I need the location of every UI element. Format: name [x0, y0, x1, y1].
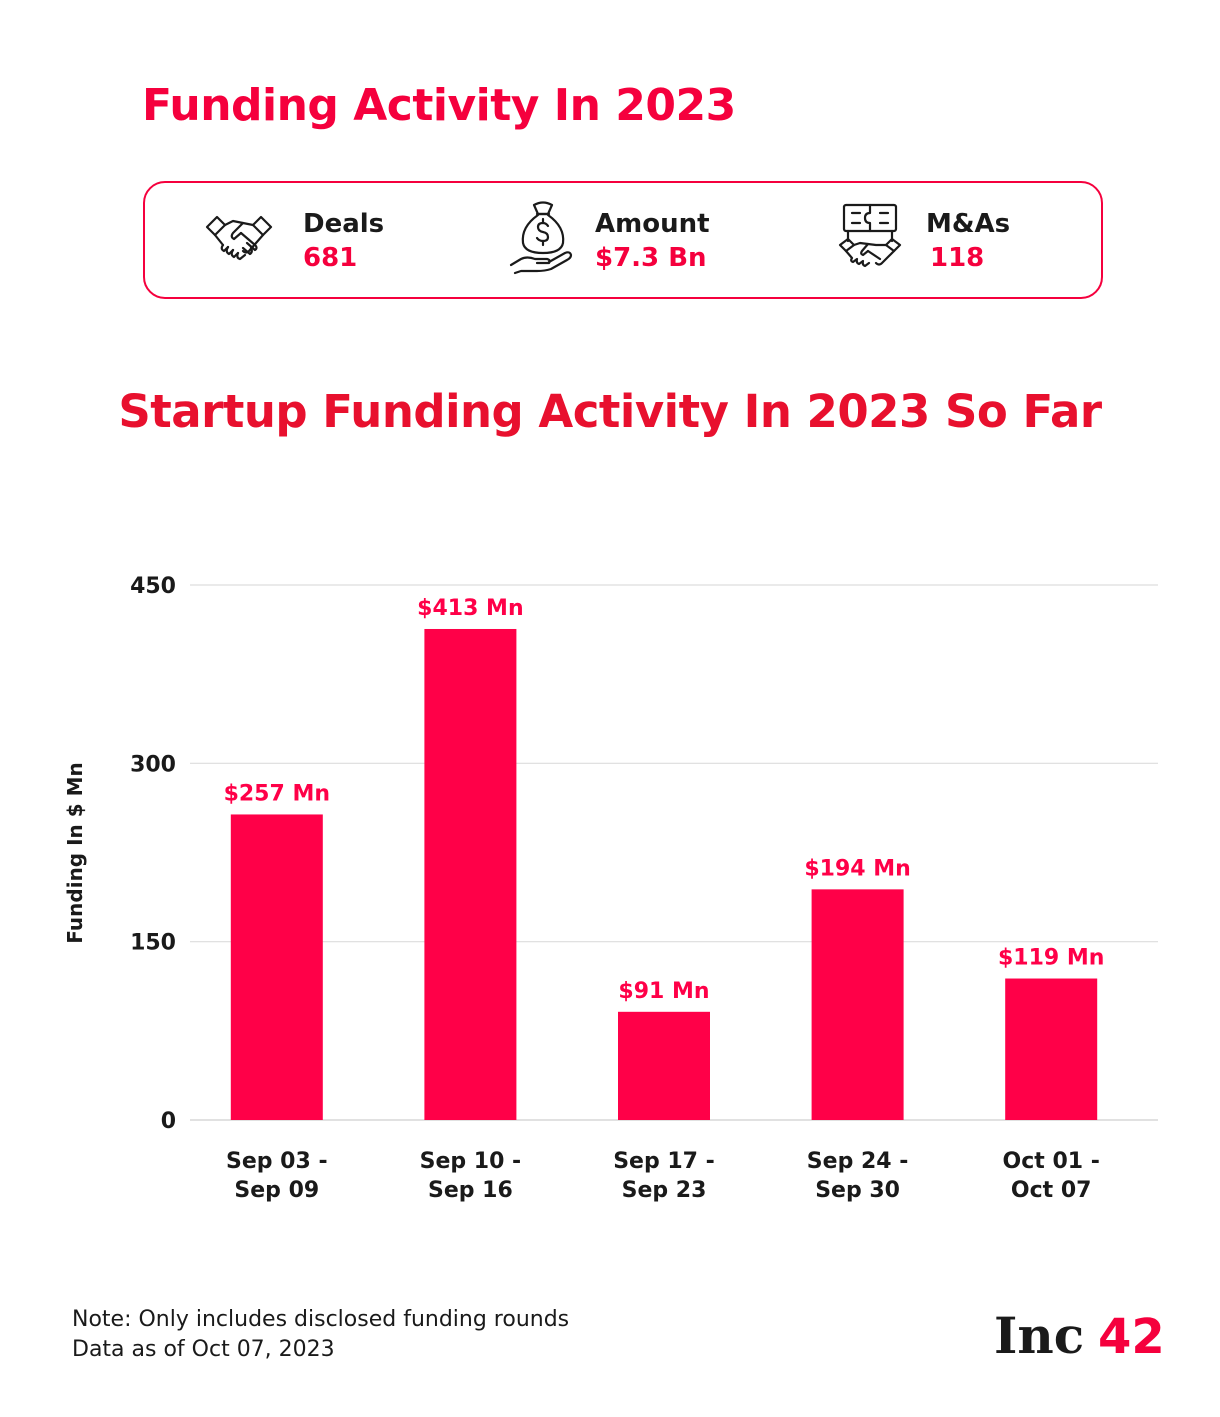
stat-amount: Amount $7.3 Bn — [507, 201, 767, 281]
page-title: Funding Activity In 2023 — [142, 80, 736, 131]
bar — [811, 889, 904, 1120]
money-bag-hand-icon — [509, 201, 573, 275]
logo-number: 42 — [1098, 1309, 1164, 1361]
x-tick-label: Oct 01 -Oct 07 — [1003, 1149, 1100, 1203]
logo-text: Inc — [994, 1306, 1084, 1361]
stat-mergers-acquisitions: M&As 118 — [838, 201, 1078, 281]
bar — [424, 628, 517, 1120]
bars — [230, 628, 1098, 1120]
y-tick-label: 300 — [130, 752, 176, 777]
stat-deals: Deals 681 — [203, 201, 463, 281]
puzzle-handshake-icon — [838, 203, 902, 268]
bar — [618, 1011, 710, 1120]
x-tick-label: Sep 17 -Sep 23 — [613, 1149, 715, 1203]
note-text: Note: Only includes disclosed funding ro… — [72, 1307, 570, 1332]
x-tick-label: Sep 03 -Sep 09 — [226, 1149, 328, 1203]
data-label: $413 Mn — [417, 596, 523, 621]
stats-summary-box: Deals 681 Amount $7.3 Bn — [143, 181, 1103, 299]
y-axis-ticks: 0 150 300 450 — [130, 574, 176, 1134]
funding-bar-chart: 0 150 300 450 $257 Mn $413 Mn $91 Mn $194 Mn $1… — [63, 574, 1158, 1203]
chart-title: Startup Funding Activity In 2023 So Far — [118, 385, 1102, 438]
x-tick-label: Sep 24 -Sep 30 — [807, 1149, 909, 1203]
stat-value: 681 — [303, 243, 358, 273]
stat-value: 118 — [930, 243, 985, 273]
stat-label: M&As — [926, 209, 1011, 239]
stat-label: Amount — [595, 209, 710, 239]
y-tick-label: 150 — [130, 931, 176, 956]
y-tick-label: 0 — [161, 1109, 176, 1134]
stat-value: $7.3 Bn — [595, 243, 707, 273]
handshake-icon — [205, 215, 273, 261]
data-label: $119 Mn — [998, 946, 1104, 971]
data-date-text: Data as of Oct 07, 2023 — [72, 1337, 335, 1362]
footnote: Note: Only includes disclosed funding ro… — [72, 1305, 569, 1365]
data-label: $194 Mn — [804, 856, 910, 881]
x-tick-label: Sep 10 -Sep 16 — [420, 1149, 522, 1203]
y-axis-label: Funding In $ Mn — [63, 762, 87, 944]
inc42-logo: Inc 42 — [994, 1306, 1164, 1361]
bar — [1005, 978, 1098, 1120]
data-label: $257 Mn — [224, 781, 330, 806]
bar — [230, 814, 323, 1120]
y-tick-label: 450 — [130, 574, 176, 599]
stat-label: Deals — [303, 209, 385, 239]
data-labels: $257 Mn $413 Mn $91 Mn $194 Mn $119 Mn — [224, 596, 1105, 1004]
x-axis-ticks: Sep 03 -Sep 09 Sep 10 -Sep 16 Sep 17 -Sep … — [226, 1149, 1100, 1203]
data-label: $91 Mn — [618, 979, 709, 1004]
